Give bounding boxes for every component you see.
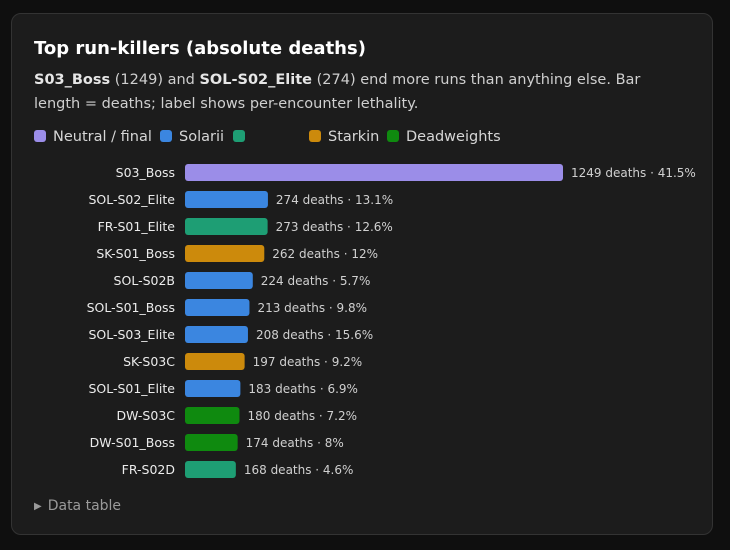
disclosure-triangle-icon: ▶	[34, 501, 42, 512]
category-label: FR-S02D	[122, 462, 175, 477]
data-label: 224 deaths · 5.7%	[261, 274, 371, 288]
category-label: SOL-S01_Elite	[88, 381, 175, 396]
category-label: SK-S01_Boss	[96, 246, 175, 261]
chart-card: Top run-killers (absolute deaths) S03_Bo…	[11, 13, 713, 535]
data-label: 262 deaths · 12%	[272, 247, 378, 261]
legend-swatch	[387, 130, 399, 142]
legend-item-neutral: Neutral / final	[34, 129, 152, 145]
bar	[185, 245, 265, 262]
bar	[185, 272, 253, 289]
category-label: DW-S03C	[116, 408, 175, 423]
legend-item-deadweights: Deadweights	[387, 129, 501, 145]
data-label: 197 deaths · 9.2%	[253, 355, 363, 369]
bar	[185, 299, 250, 316]
legend-label: Neutral / final	[53, 129, 152, 145]
bar	[185, 407, 240, 424]
data-label: 208 deaths · 15.6%	[256, 328, 373, 342]
category-label: SK-S03C	[123, 354, 175, 369]
data-label: 180 deaths · 7.2%	[247, 409, 357, 423]
data-table-label: Data table	[47, 498, 122, 514]
chart-subtitle: S03_Boss (1249) and SOL-S02_Elite (274) …	[34, 68, 684, 116]
legend-label: Deadweights	[406, 129, 501, 145]
data-table-toggle[interactable]: ▶ Data table	[34, 498, 121, 514]
bar-chart: S03_Boss 1249 deaths · 41.5% SOL-S02_Elite…	[87, 164, 696, 478]
legend-item-unnamed	[233, 129, 252, 145]
bar	[185, 380, 241, 397]
category-label: SOL-S01_Boss	[87, 300, 175, 315]
bar	[185, 164, 563, 181]
legend-label: Solarii	[179, 129, 225, 145]
subtitle-text-1: (1249) and	[110, 72, 200, 88]
data-label: 1249 deaths · 41.5%	[571, 166, 696, 180]
legend-item-solarii: Solarii	[160, 129, 224, 145]
category-label: SOL-S02_Elite	[88, 192, 175, 207]
legend-label: Starkin	[328, 129, 380, 145]
subtitle-boss-1: S03_Boss	[34, 72, 111, 88]
category-label: SOL-S02B	[114, 273, 175, 288]
legend-swatch	[309, 130, 321, 142]
data-label: 274 deaths · 13.1%	[276, 193, 393, 207]
data-label: 213 deaths · 9.8%	[257, 301, 367, 315]
category-label: DW-S01_Boss	[90, 435, 175, 450]
legend-swatch	[34, 130, 46, 142]
bar	[185, 191, 268, 208]
subtitle-text-2: (274) end more runs than anything else. …	[34, 72, 641, 112]
data-label: 183 deaths · 6.9%	[248, 382, 358, 396]
bar	[185, 461, 236, 478]
category-label: SOL-S03_Elite	[88, 327, 175, 342]
data-label: 168 deaths · 4.6%	[244, 463, 354, 477]
category-label: S03_Boss	[116, 165, 175, 180]
category-label: FR-S01_Elite	[98, 219, 176, 234]
data-label: 174 deaths · 8%	[246, 436, 344, 450]
legend-swatch	[160, 130, 172, 142]
bar	[185, 326, 248, 343]
subtitle-boss-2: SOL-S02_Elite	[199, 72, 312, 88]
bar	[185, 434, 238, 451]
legend-item-starkin: Starkin	[309, 129, 379, 145]
data-label: 273 deaths · 12.6%	[276, 220, 393, 234]
chart-title: Top run-killers (absolute deaths)	[34, 38, 366, 59]
bar	[185, 353, 245, 370]
legend-swatch	[233, 130, 245, 142]
bar	[185, 218, 268, 235]
